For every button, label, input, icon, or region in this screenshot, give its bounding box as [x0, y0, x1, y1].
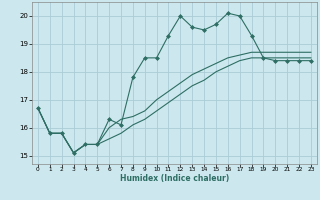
X-axis label: Humidex (Indice chaleur): Humidex (Indice chaleur)	[120, 174, 229, 183]
